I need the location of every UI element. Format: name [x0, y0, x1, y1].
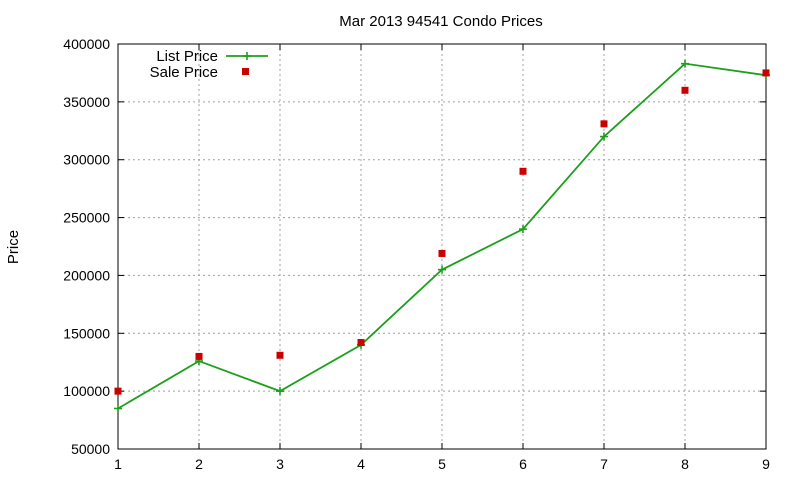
list-price-point — [600, 132, 608, 141]
list-price-point — [519, 225, 527, 234]
y-tick-label: 250000 — [63, 210, 110, 226]
y-tick-label: 300000 — [63, 152, 110, 168]
x-tick-label: 3 — [276, 456, 284, 472]
sale-price-point — [519, 167, 527, 175]
x-tick-label: 2 — [195, 456, 203, 472]
y-tick-label: 400000 — [63, 36, 110, 52]
y-tick-label: 50000 — [71, 441, 110, 457]
x-tick-label: 9 — [762, 456, 770, 472]
x-tick-label: 7 — [600, 456, 608, 472]
list-price-point — [114, 404, 122, 413]
series — [114, 59, 770, 413]
list-price-point — [681, 59, 689, 68]
x-tick-label: 4 — [357, 456, 365, 472]
list-price-point — [276, 387, 284, 396]
sale-price-point — [276, 351, 284, 359]
legend-plus — [243, 52, 251, 60]
y-axis: 50000 100000 150000 200000 250000 300000 35000… — [63, 36, 766, 457]
x-tick-label: 8 — [681, 456, 689, 472]
x-tick-label: 1 — [114, 456, 122, 472]
y-tick-label: 200000 — [63, 267, 110, 283]
x-tick-label: 6 — [519, 456, 527, 472]
legend-swatch-sale-price — [242, 68, 249, 75]
grid-lines — [118, 44, 766, 449]
sale-price-point — [762, 69, 770, 77]
sale-price-point — [438, 249, 446, 257]
sale-price-point — [600, 120, 608, 128]
y-tick-label: 150000 — [63, 325, 110, 341]
legend-label-list-price: List Price — [156, 48, 218, 65]
sale-price-point — [195, 352, 203, 360]
x-tick-label: 5 — [438, 456, 446, 472]
legend-marker-list-price — [243, 52, 251, 60]
x-axis: 1 2 3 4 5 6 7 8 9 — [114, 44, 770, 472]
sale-price-point — [681, 86, 689, 94]
y-axis-label: Price — [5, 230, 22, 264]
chart-title: Mar 2013 94541 Condo Prices — [339, 13, 542, 30]
sale-price-point — [114, 387, 122, 395]
y-tick-label: 100000 — [63, 383, 110, 399]
legend-label-sale-price: Sale Price — [150, 64, 218, 81]
legend: List Price Sale Price — [150, 48, 268, 81]
list-price-point — [438, 265, 446, 274]
y-tick-label: 350000 — [63, 94, 110, 110]
sale-price-point — [357, 339, 365, 347]
